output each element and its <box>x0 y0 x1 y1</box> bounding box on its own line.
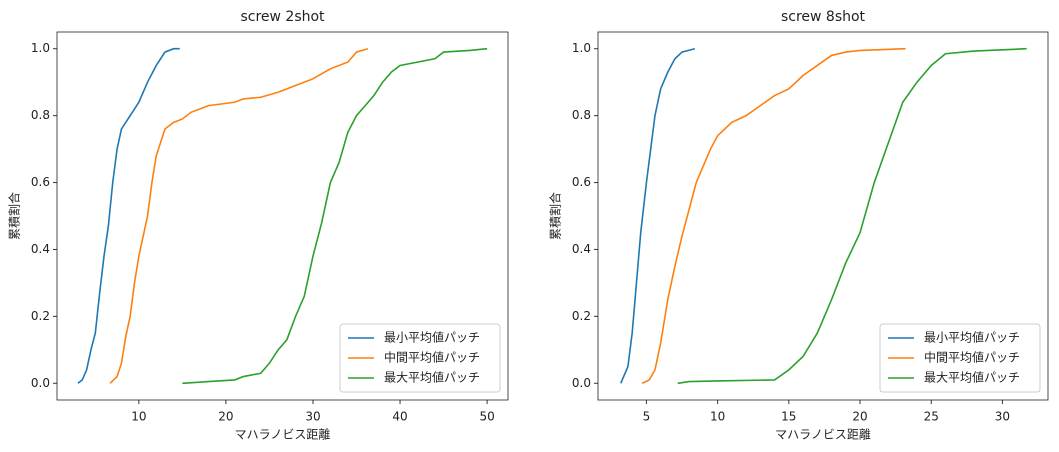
series-line <box>77 47 180 384</box>
y-tick-label: 0.8 <box>572 108 591 122</box>
y-tick-label: 1.0 <box>31 41 50 55</box>
x-tick-label: 5 <box>643 410 651 424</box>
chart-title: screw 8shot <box>781 9 866 25</box>
chart: screw 8shot 5 10 15 20 25 30 0.0 0.2 0.4 0.6 0.8 1.0… <box>548 9 1049 442</box>
x-tick-label: 30 <box>995 410 1010 424</box>
y-axis-label: 累積割合 <box>548 192 563 240</box>
x-tick-label: 20 <box>218 410 233 424</box>
y-tick-label: 0.8 <box>31 108 50 122</box>
plot-frame <box>56 31 509 401</box>
y-tick-label: 0.4 <box>572 242 591 256</box>
plot-frame <box>597 31 1049 401</box>
legend-label: 中間平均値パッチ <box>384 350 480 365</box>
chart-title: screw 2shot <box>240 9 325 25</box>
y-tick-label: 0.0 <box>31 376 50 390</box>
series-line <box>620 47 696 384</box>
series-line <box>109 47 369 384</box>
x-axis-label: マハラノビス距離 <box>235 428 331 442</box>
legend-label: 最小平均値パッチ <box>384 330 480 345</box>
y-axis-label: 累積割合 <box>7 192 22 240</box>
x-tick-label: 30 <box>305 410 320 424</box>
legend-box <box>879 323 1041 393</box>
x-tick-label: 40 <box>392 410 407 424</box>
legend-label: 最大平均値パッチ <box>384 370 480 385</box>
legend-label: 最大平均値パッチ <box>924 370 1020 385</box>
y-tick-label: 1.0 <box>572 41 591 55</box>
legend-label: 最小平均値パッチ <box>924 330 1020 345</box>
y-tick-label: 0.0 <box>572 376 591 390</box>
chart: screw 2shot 10 20 30 40 50 0.0 0.2 0.4 0.6 0.8 1.0 マ… <box>7 9 509 442</box>
series-line <box>182 47 488 385</box>
legend-box <box>339 323 501 393</box>
x-tick-label: 10 <box>710 410 725 424</box>
x-axis-label: マハラノビス距離 <box>775 428 871 442</box>
x-tick-label: 15 <box>781 410 796 424</box>
y-tick-label: 0.4 <box>31 242 50 256</box>
y-tick-label: 0.2 <box>31 309 50 323</box>
y-tick-label: 0.6 <box>572 175 591 189</box>
x-tick-label: 50 <box>479 410 494 424</box>
y-tick-label: 0.2 <box>572 309 591 323</box>
x-tick-label: 20 <box>852 410 867 424</box>
y-tick-label: 0.6 <box>31 175 50 189</box>
x-tick-label: 25 <box>924 410 939 424</box>
x-tick-label: 10 <box>131 410 146 424</box>
legend-label: 中間平均値パッチ <box>924 350 1020 365</box>
series-line <box>677 47 1027 385</box>
series-line <box>641 47 906 384</box>
